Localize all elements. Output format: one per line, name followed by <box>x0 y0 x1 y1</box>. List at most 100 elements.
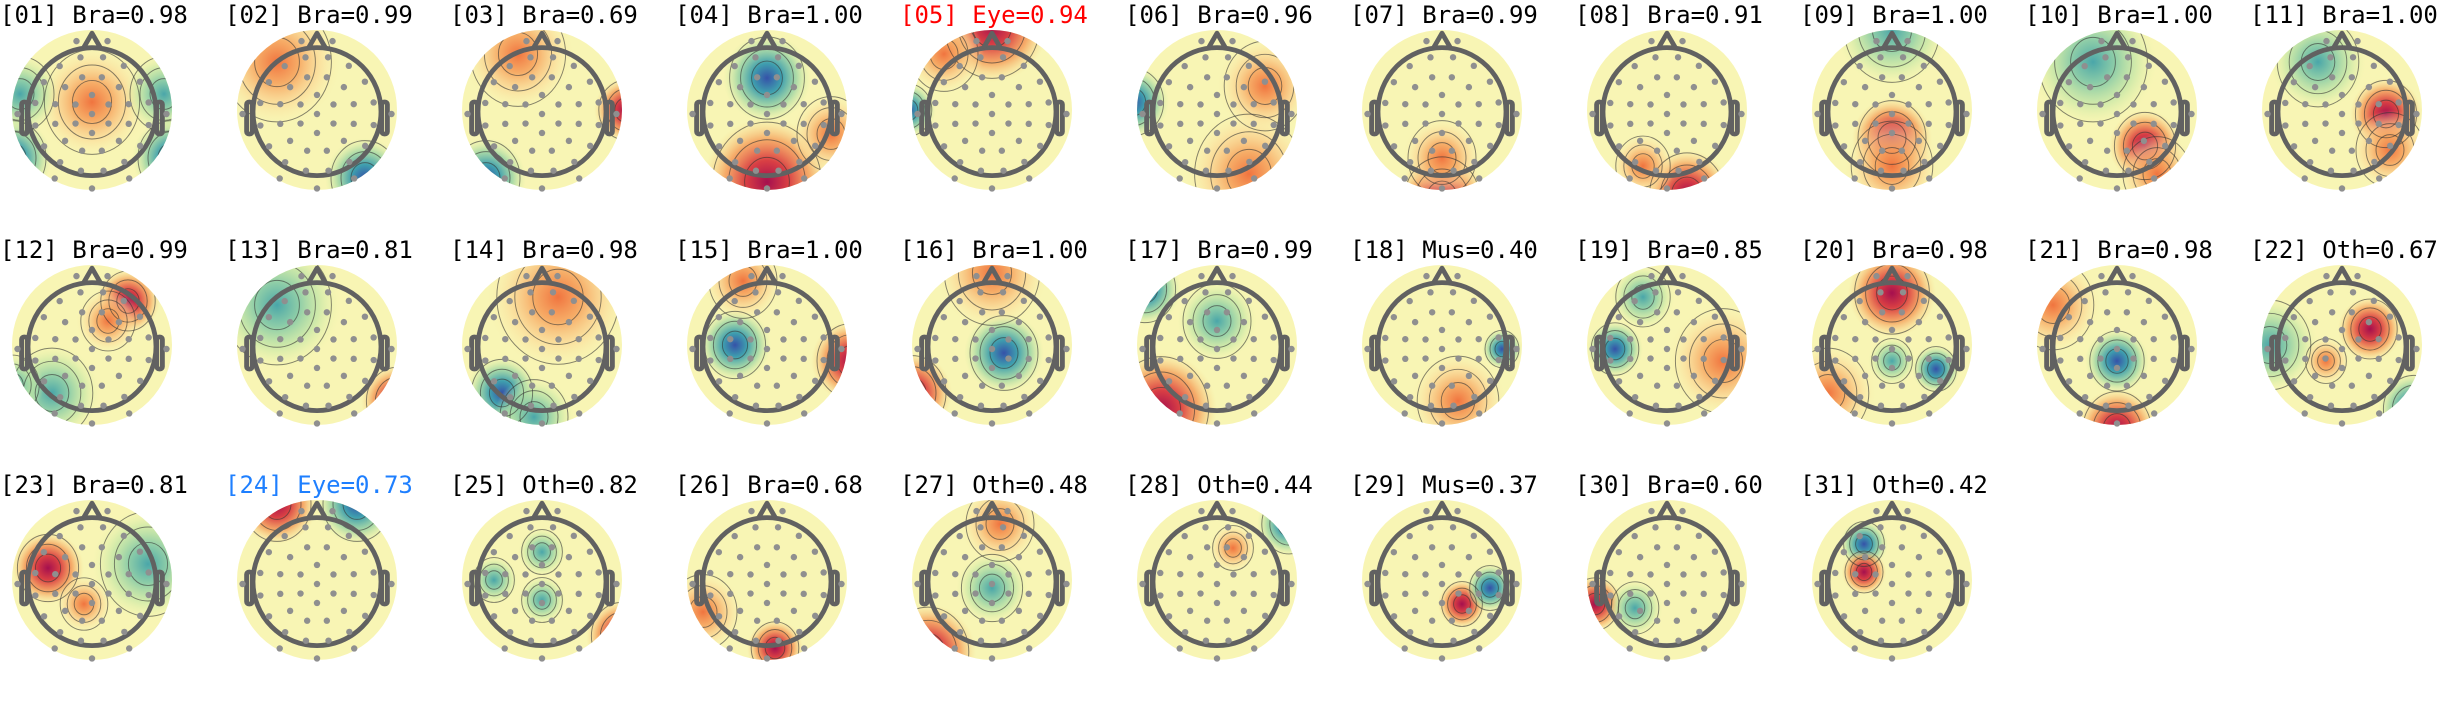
electrode-dot <box>1701 410 1708 417</box>
electrode-dot <box>1905 571 1912 578</box>
ica-component[interactable]: [08] Bra=0.91 <box>1575 0 1800 235</box>
electrode-dot <box>281 532 288 540</box>
electrode-dot <box>1427 637 1435 644</box>
electrode-dot <box>1448 544 1456 551</box>
electrode-dot <box>2086 137 2094 145</box>
ica-component[interactable]: [18] Mus=0.40 <box>1350 235 1575 470</box>
electrode-dot <box>522 590 529 597</box>
electrode-dot <box>1738 110 1745 118</box>
electrode-dot <box>2290 143 2298 150</box>
electrode-dot <box>775 167 782 174</box>
ica-component[interactable]: [21] Bra=0.98 <box>2025 235 2250 470</box>
ica-component[interactable]: [31] Oth=0.42 <box>1800 470 2025 705</box>
electrode-dot <box>1888 420 1896 427</box>
electrode-dot <box>1455 355 1462 362</box>
ica-component[interactable]: [24] Eye=0.73 <box>225 470 450 705</box>
electrode-dot <box>56 158 64 166</box>
ica-component[interactable]: [16] Bra=1.00 <box>900 235 1125 470</box>
ica-component[interactable]: [04] Bra=1.00 <box>675 0 900 235</box>
electrode-dot <box>1406 393 1414 401</box>
electrode-dot <box>52 335 59 343</box>
electrode-dot <box>1495 121 1502 129</box>
ica-component[interactable]: [07] Bra=0.99 <box>1350 0 1575 235</box>
electrode-dot <box>736 137 744 145</box>
electrode-dot <box>313 599 321 607</box>
ica-component[interactable]: [09] Bra=1.00 <box>1800 0 2025 235</box>
ica-component[interactable]: [14] Bra=0.98 <box>450 235 675 470</box>
contour-line <box>1615 135 1671 190</box>
electrode-dot <box>2302 335 2309 343</box>
ica-component[interactable]: [25] Oth=0.82 <box>450 470 675 705</box>
head-outline <box>244 265 390 413</box>
ica-component[interactable]: [06] Bra=0.96 <box>1125 0 1350 235</box>
electrode-dot <box>613 580 620 588</box>
electrode-dot <box>1438 129 1446 137</box>
electrode-dot <box>1454 507 1461 515</box>
electrode-dot <box>715 613 723 620</box>
ica-component[interactable]: [10] Bra=1.00 <box>2025 0 2250 235</box>
electrode-dot <box>1711 612 1719 620</box>
electrode-dot <box>1402 120 1409 128</box>
ica-component[interactable]: [28] Oth=0.44 <box>1125 470 1350 705</box>
ica-component[interactable]: [15] Bra=1.00 <box>675 235 900 470</box>
ica-component[interactable]: [12] Bra=0.99 <box>0 235 225 470</box>
electrode-dot <box>14 580 21 588</box>
ica-component[interactable]: [23] Bra=0.81 <box>0 470 225 705</box>
ica-component[interactable]: [02] Bra=0.99 <box>225 0 450 235</box>
ica-component[interactable]: [20] Bra=0.98 <box>1800 235 2025 470</box>
contour-line <box>985 508 1015 540</box>
electrode-dot <box>1636 137 1644 145</box>
electrode-dot <box>1674 54 1682 61</box>
electrode-dot <box>790 553 798 561</box>
electrode-dot <box>1223 382 1231 389</box>
electrode-dot <box>1186 318 1194 326</box>
electrode-dot <box>1663 364 1671 372</box>
electrode-dot <box>1250 590 1257 598</box>
ica-component[interactable]: [13] Bra=0.81 <box>225 235 450 470</box>
electrode-dot <box>1695 62 1703 70</box>
topomap <box>237 30 397 192</box>
electrode-dot <box>297 336 304 343</box>
ica-component[interactable]: [27] Oth=0.48 <box>900 470 1125 705</box>
electrode-dot <box>1270 356 1277 364</box>
electrode-dot <box>2338 185 2346 192</box>
ica-component[interactable]: [19] Bra=0.85 <box>1575 235 1800 470</box>
ica-component[interactable]: [05] Eye=0.94 <box>900 0 1125 235</box>
electrode-dot <box>2348 147 2356 154</box>
electrode-dot <box>51 410 58 417</box>
electrode-dot <box>1696 158 1703 166</box>
electrode-dot <box>1004 37 1011 45</box>
ica-component[interactable]: [29] Mus=0.37 <box>1350 470 1575 705</box>
electrode-dot <box>972 355 979 362</box>
ica-component[interactable]: [17] Bra=0.99 <box>1125 235 1350 470</box>
electrode-dot <box>715 313 723 321</box>
electrode-dot <box>277 100 284 108</box>
electrode-dot <box>257 357 264 364</box>
ica-component[interactable]: [26] Bra=0.68 <box>675 470 900 705</box>
electrode-dot <box>1861 372 1869 380</box>
electrode-dot <box>796 393 803 401</box>
electrode-dot <box>265 143 273 150</box>
electrode-dot <box>2375 335 2382 343</box>
contour-line <box>1649 152 1725 190</box>
contour-line <box>1407 120 1477 190</box>
electrode-dot <box>522 101 529 108</box>
electrode-dot <box>1888 599 1896 607</box>
electrode-dot <box>257 569 264 577</box>
ica-component[interactable]: [03] Bra=0.69 <box>450 0 675 235</box>
topomap <box>462 500 622 662</box>
electrode-dot <box>747 571 754 578</box>
ica-component[interactable]: [01] Bra=0.98 <box>0 0 225 235</box>
ica-component[interactable]: [11] Bra=1.00 <box>2250 0 2438 235</box>
electrode-dot <box>1720 121 1727 129</box>
ica-component[interactable]: [30] Bra=0.60 <box>1575 470 1800 705</box>
ica-component[interactable]: [22] Oth=0.67 <box>2250 235 2438 470</box>
electrode-dot <box>1213 326 1221 334</box>
electrode-dot <box>1814 580 1821 588</box>
contour-line <box>1212 525 1254 571</box>
electrode-dot <box>1427 54 1434 61</box>
electrode-dot <box>73 37 80 45</box>
contour-line <box>1857 30 1927 68</box>
component-title: [18] Mus=0.40 <box>1350 236 1538 264</box>
electrode-dot <box>1454 272 1461 280</box>
